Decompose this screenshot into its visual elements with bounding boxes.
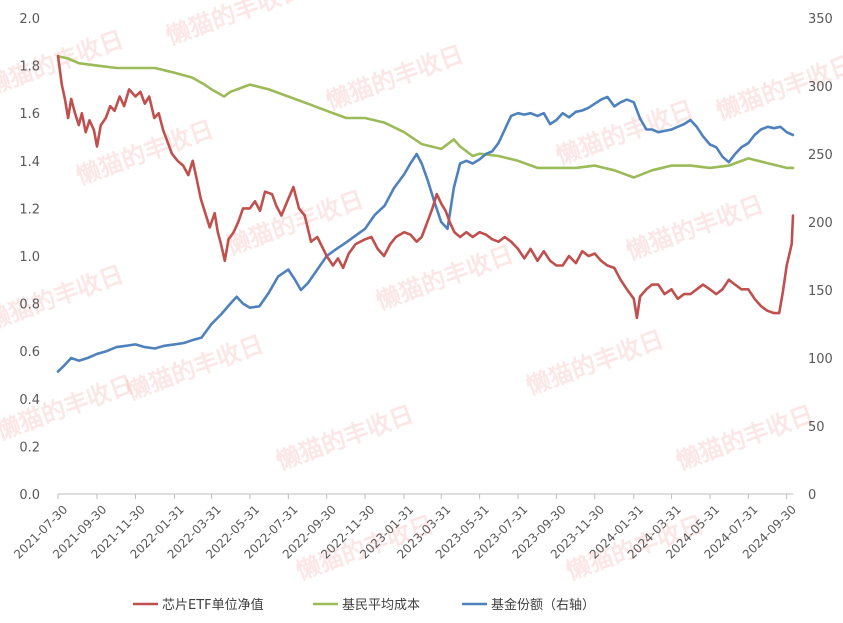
legend: 芯片ETF单位净值 基民平均成本 基金份额（右轴） xyxy=(133,597,595,613)
y-left-tick-label: 0.0 xyxy=(19,488,40,503)
watermark-text: 懒猫的丰收日 xyxy=(122,330,267,406)
y-left-tick-label: 1.8 xyxy=(19,60,40,75)
y-left-tick-label: 0.2 xyxy=(19,440,40,455)
legend-label-3: 基金份额（右轴） xyxy=(491,597,595,613)
y-right-tick-label: 100 xyxy=(808,352,833,367)
watermark-text: 懒猫的丰收日 xyxy=(372,240,517,316)
y-left-tick-label: 2.0 xyxy=(19,12,40,27)
y-left-tick-label: 0.6 xyxy=(19,345,40,360)
y-right-tick-label: 0 xyxy=(808,488,816,503)
y-left-tick-label: 0.4 xyxy=(19,393,40,408)
y-right-tick-label: 300 xyxy=(808,80,833,95)
watermark-text: 懒猫的丰收日 xyxy=(552,95,697,171)
watermark-text: 懒猫的丰收日 xyxy=(162,0,307,51)
y-right-tick-label: 250 xyxy=(808,148,833,163)
y-left-tick-label: 0.8 xyxy=(19,298,40,313)
y-left-tick-label: 1.4 xyxy=(19,155,40,170)
series-layer xyxy=(56,54,795,373)
y-right-tick-label: 200 xyxy=(808,216,833,231)
series-line-2 xyxy=(56,54,795,179)
series-line-3 xyxy=(56,95,795,373)
legend-label-2: 基民平均成本 xyxy=(342,598,420,613)
y-right-tick-label: 50 xyxy=(808,420,825,435)
watermark-text: 懒猫的丰收日 xyxy=(322,40,467,116)
y-left-tick-label: 1.0 xyxy=(19,250,40,265)
y-left-tick-label: 1.2 xyxy=(19,202,40,217)
legend-label-1: 芯片ETF单位净值 xyxy=(162,597,264,613)
y-right-tick-label: 150 xyxy=(808,284,833,299)
y-right-tick-label: 350 xyxy=(808,12,833,27)
watermark-text: 懒猫的丰收日 xyxy=(0,370,137,446)
watermark-text: 懒猫的丰收日 xyxy=(522,325,667,401)
watermark-text: 懒猫的丰收日 xyxy=(672,400,817,476)
series-line-1 xyxy=(56,54,795,320)
watermark-text: 懒猫的丰收日 xyxy=(272,400,417,476)
watermark-text: 懒猫的丰收日 xyxy=(622,190,767,266)
y-left-tick-label: 1.6 xyxy=(19,107,40,122)
